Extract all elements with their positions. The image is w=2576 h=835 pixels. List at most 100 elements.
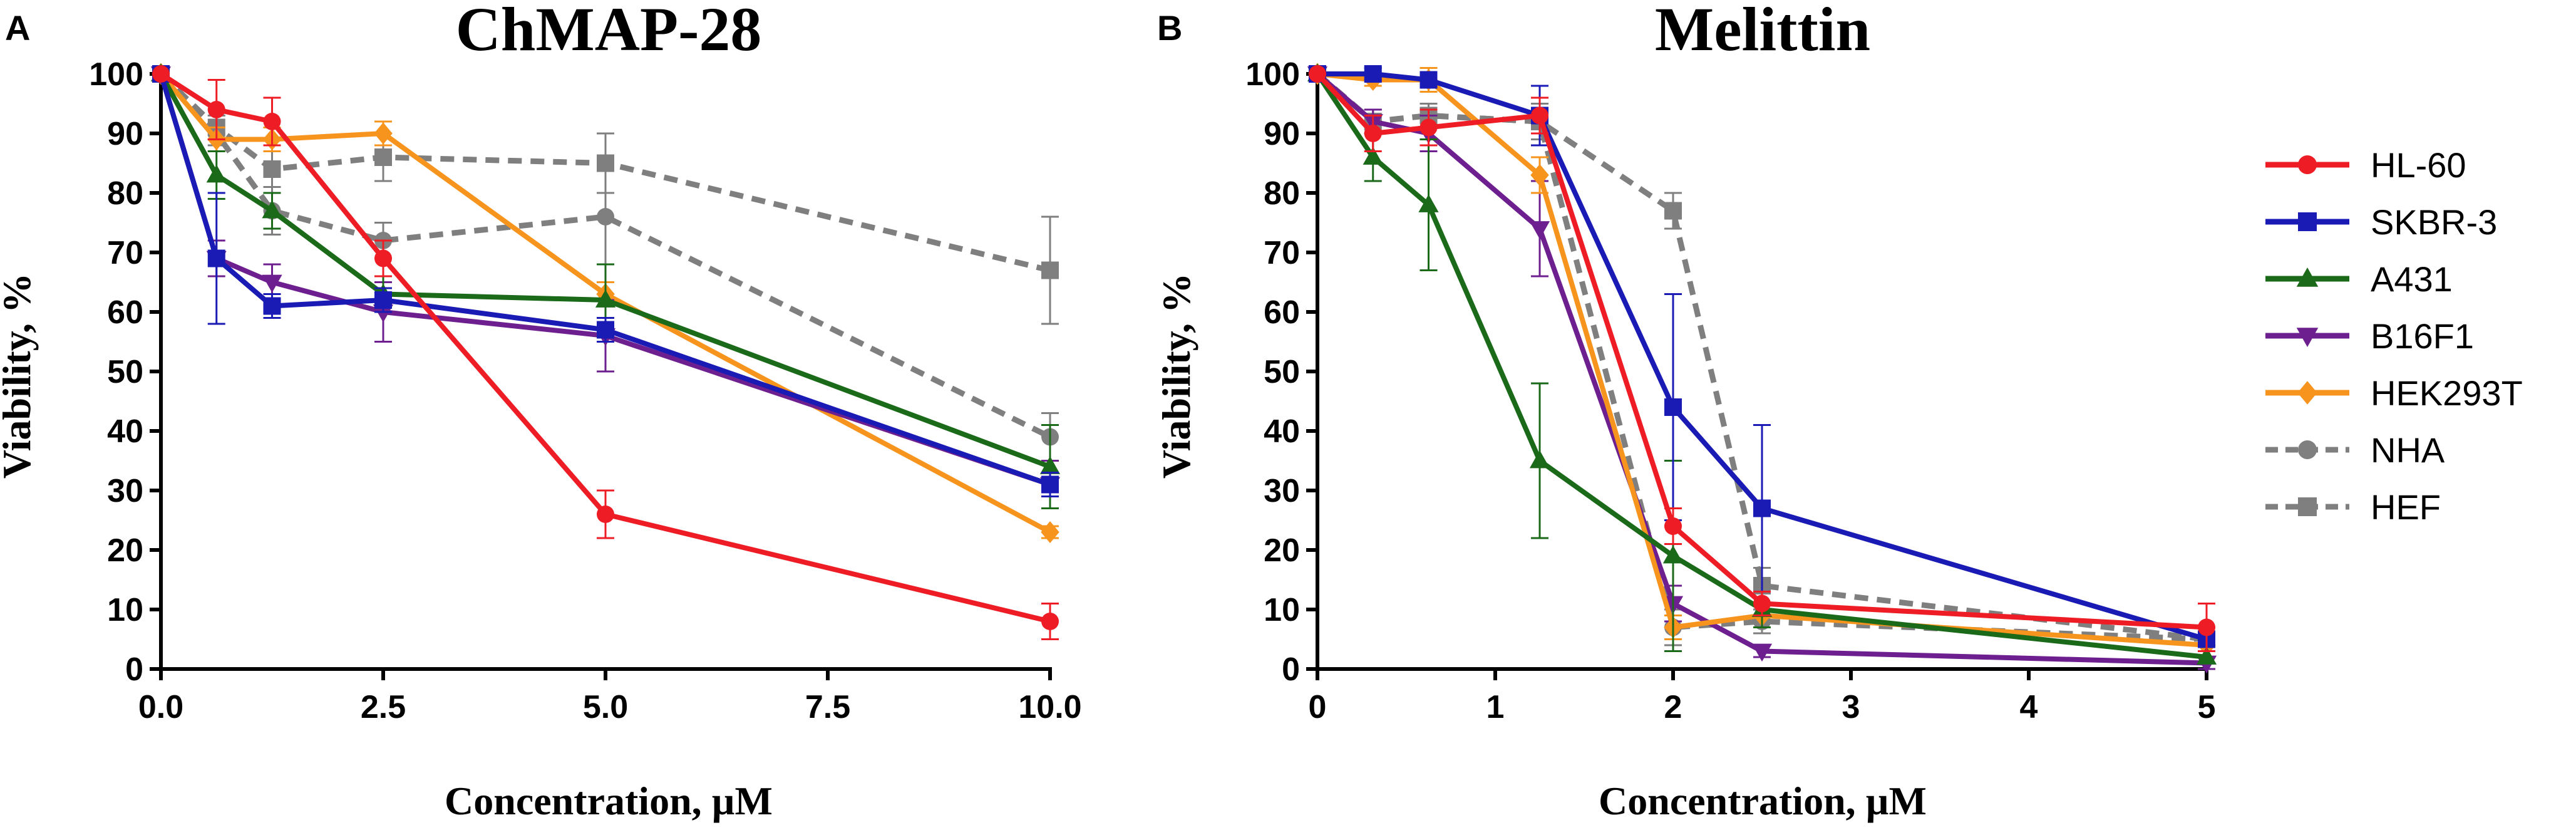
data-point [1664, 202, 1682, 220]
y-tick-label-a: 60 [107, 294, 143, 331]
series-line [159, 71, 1051, 624]
y-tick-label-b: 20 [1264, 532, 1300, 569]
legend-entry-skbr-3: SKBR-3 [2265, 202, 2497, 242]
y-tick-label-a: 70 [107, 235, 143, 271]
data-point [263, 113, 281, 130]
data-point [207, 101, 225, 119]
data-point [1753, 594, 1771, 613]
y-tick-label-b: 30 [1264, 473, 1300, 509]
y-tick-label-a: 20 [107, 532, 143, 569]
series-line [158, 73, 1051, 469]
y-tick-label-b: 60 [1264, 294, 1300, 331]
series-nha-a [152, 65, 1059, 462]
y-tick-label-a: 10 [107, 592, 143, 628]
y-tick-label-b: 0 [1282, 651, 1300, 688]
data-point [262, 200, 282, 219]
data-point [1529, 450, 1550, 469]
data-point [1753, 499, 1771, 517]
legend-label: HEF [2371, 487, 2441, 527]
data-point [597, 321, 614, 339]
data-point [1041, 613, 1059, 630]
x-tick-label-a: 7.5 [805, 689, 850, 725]
x-axis-label-a: Concentration, µM [445, 779, 773, 823]
series-hl-60-b [1309, 65, 2215, 652]
x-tick-label-b: 5 [2198, 689, 2216, 725]
y-tick-label-b: 10 [1264, 592, 1300, 628]
series-line [158, 71, 1051, 440]
data-point [207, 249, 225, 267]
panel-letter-b: B [1157, 8, 1182, 48]
data-point [595, 289, 616, 308]
data-point [1529, 221, 1550, 239]
y-tick-label-b: 80 [1264, 175, 1300, 212]
x-tick-label-a: 10.0 [1018, 689, 1081, 725]
data-point [2196, 646, 2217, 665]
legend-label: SKBR-3 [2371, 202, 2497, 242]
y-tick-label-b: 50 [1264, 354, 1300, 390]
y-tick-label-a: 30 [107, 473, 143, 509]
legend-marker [2298, 497, 2317, 516]
series-hl-60-a [152, 65, 1059, 640]
y-tick-label-b: 100 [1245, 56, 1300, 93]
x-tick-label-a: 0.0 [138, 689, 183, 725]
x-tick-label-b: 0 [1309, 689, 1327, 725]
data-point [1419, 118, 1438, 137]
legend-entry-hef: HEF [2265, 487, 2441, 527]
data-point [1364, 65, 1382, 83]
data-point [597, 154, 614, 172]
data-point [1309, 65, 1326, 83]
chart-title-a: ChMAP-28 [456, 0, 762, 64]
legend-entry-b16f1: B16F1 [2265, 316, 2474, 356]
legend-marker [2298, 440, 2317, 459]
x-tick-label-b: 2 [1664, 689, 1682, 725]
legend-label: B16F1 [2371, 316, 2474, 356]
data-point [1039, 456, 1061, 474]
legend-entry-hl-60: HL-60 [2265, 145, 2466, 185]
x-tick-label-b: 3 [1842, 689, 1860, 725]
x-tick-label-a: 5.0 [583, 689, 628, 725]
data-point [263, 297, 281, 315]
legend-marker [2296, 328, 2319, 347]
y-tick-label-a: 90 [107, 116, 143, 152]
y-tick-label-b: 70 [1264, 235, 1300, 271]
data-point [597, 506, 614, 523]
data-point [374, 122, 393, 145]
series-skbr-3-a [152, 65, 1059, 497]
legend-label: NHA [2371, 430, 2445, 470]
data-point [374, 291, 392, 309]
y-tick-label-b: 40 [1264, 413, 1300, 450]
data-point [373, 304, 394, 323]
series-line [158, 73, 1051, 487]
data-point [1041, 475, 1059, 494]
data-point [374, 249, 392, 267]
series-skbr-3-b [1309, 65, 2215, 652]
data-point [374, 148, 392, 166]
data-point [1751, 643, 1773, 662]
y-tick-label-a: 80 [107, 175, 143, 212]
legend-marker [2296, 267, 2319, 287]
plot-area-a: 0 10 20 30 40 50 60 70 80 90 100 0.0 2.5 5.0 7.5 10.0 [89, 56, 1081, 725]
data-point [1418, 194, 1439, 212]
data-point [1041, 261, 1059, 279]
y-tick-label-a: 100 [89, 56, 143, 93]
y-tick-label-a: 0 [125, 651, 143, 688]
data-point [1664, 517, 1682, 535]
y-axis-label-b: Viability, % [1154, 273, 1198, 479]
y-tick-label-a: 40 [107, 413, 143, 450]
chart-title-b: Melittin [1655, 0, 1870, 64]
legend-marker [2298, 212, 2317, 231]
data-point [1419, 71, 1438, 89]
legend-entry-nha: NHA [2265, 430, 2445, 470]
y-tick-label-a: 50 [107, 354, 143, 390]
plot-area-b: 0 10 20 30 40 50 60 70 80 90 100 0 1 2 3 4 5 [1245, 56, 2217, 725]
data-point [1364, 125, 1382, 143]
legend-label: HEK293T [2371, 373, 2523, 413]
data-point [1662, 545, 1684, 564]
data-point [152, 65, 170, 83]
data-point [1530, 164, 1549, 186]
data-point [206, 164, 227, 183]
legend-marker [2297, 381, 2317, 405]
legend: HL-60 SKBR-3 A431 B16F1 HEK293T NHA HEF [2265, 145, 2523, 527]
x-tick-label-b: 4 [2020, 689, 2038, 725]
data-point [1041, 521, 1059, 543]
